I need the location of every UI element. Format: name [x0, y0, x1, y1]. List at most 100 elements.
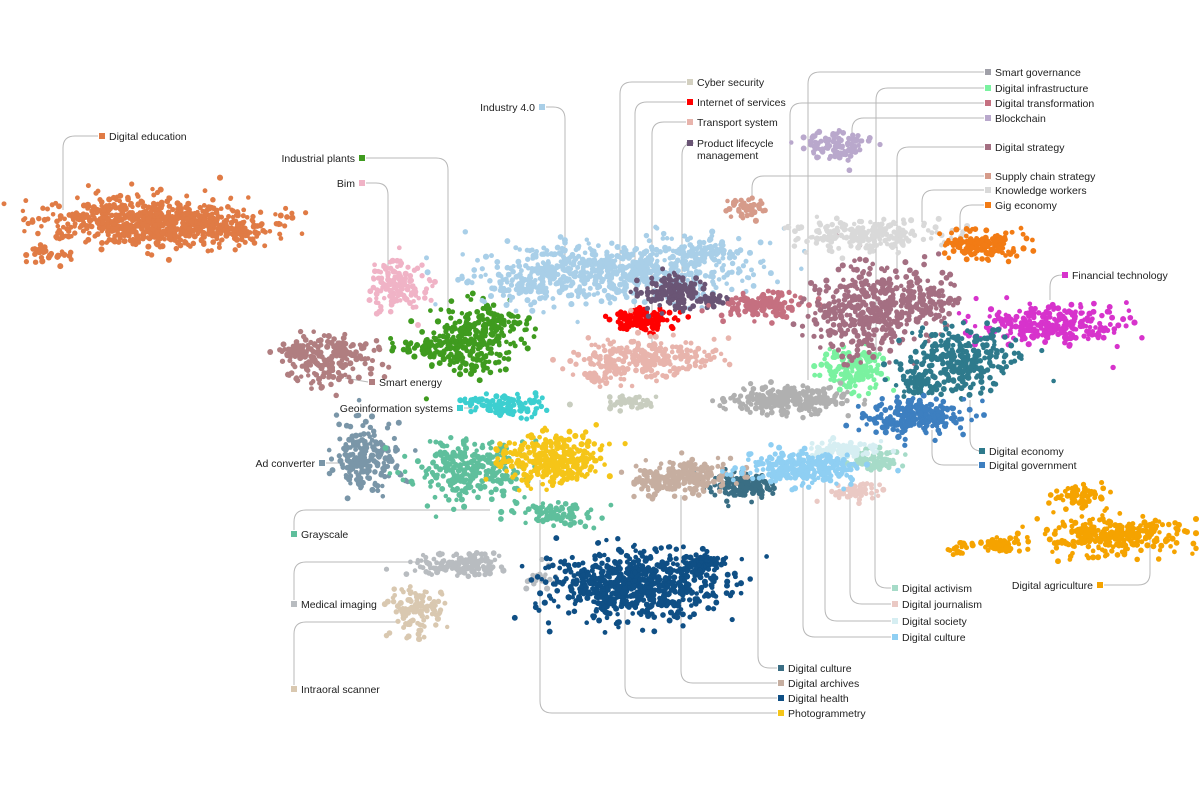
data-point	[448, 351, 454, 358]
data-point	[373, 337, 380, 344]
data-point	[937, 231, 943, 237]
data-point	[292, 352, 299, 359]
data-point	[173, 245, 180, 252]
data-point	[963, 256, 970, 263]
point-clouds	[1, 127, 1200, 643]
data-point	[223, 230, 229, 236]
data-point	[166, 203, 173, 209]
data-point	[911, 289, 917, 295]
data-point	[769, 320, 775, 326]
data-point	[445, 332, 451, 338]
data-point	[620, 325, 627, 332]
data-point	[653, 261, 659, 267]
leader-line-digital-education	[62, 135, 98, 210]
data-point	[506, 395, 511, 401]
data-point	[22, 228, 27, 234]
data-point	[23, 259, 29, 265]
data-point	[744, 275, 750, 280]
data-point	[372, 262, 377, 268]
data-point	[721, 251, 727, 257]
leader-line-knowledge-workers	[921, 189, 984, 222]
data-point	[410, 304, 416, 310]
data-point	[127, 202, 133, 208]
data-point	[216, 225, 222, 231]
data-point	[342, 452, 348, 457]
data-point	[699, 308, 705, 314]
data-point	[400, 346, 407, 353]
data-point	[99, 203, 104, 209]
data-point	[487, 278, 493, 284]
data-point	[953, 226, 960, 233]
data-point	[216, 174, 224, 181]
data-point	[471, 488, 477, 494]
data-point	[653, 281, 659, 287]
data-point	[432, 350, 438, 356]
data-point	[831, 228, 838, 235]
data-point	[716, 296, 722, 302]
data-point	[445, 342, 451, 348]
data-point	[577, 273, 582, 279]
data-point	[508, 312, 515, 319]
data-point	[561, 256, 568, 262]
data-point	[635, 340, 641, 346]
data-point	[62, 216, 67, 222]
data-point	[586, 292, 592, 297]
data-point	[581, 258, 588, 265]
data-point	[408, 478, 415, 485]
data-point	[793, 237, 799, 243]
data-point	[816, 230, 822, 236]
data-point	[155, 218, 161, 223]
data-point	[634, 307, 640, 313]
data-point	[1115, 322, 1122, 329]
data-point	[448, 315, 454, 321]
data-point	[660, 230, 667, 237]
data-point	[829, 221, 835, 228]
data-point	[531, 299, 538, 306]
data-point	[544, 248, 550, 254]
data-point	[683, 366, 689, 372]
data-point	[780, 308, 787, 315]
data-point	[884, 265, 890, 271]
data-point	[121, 238, 128, 245]
data-point	[21, 217, 27, 223]
data-point	[1139, 335, 1145, 341]
data-point	[243, 233, 248, 239]
data-point	[943, 240, 951, 247]
data-point	[894, 274, 900, 280]
data-point	[828, 377, 833, 382]
data-point	[462, 399, 468, 404]
data-point	[40, 247, 48, 255]
data-point	[407, 349, 413, 355]
data-point	[872, 227, 879, 234]
data-point	[214, 221, 220, 227]
data-point	[1087, 324, 1093, 330]
data-point	[457, 397, 464, 404]
data-point	[429, 342, 435, 347]
data-point	[504, 339, 509, 345]
data-point	[347, 351, 354, 358]
data-point	[493, 360, 499, 366]
data-point	[819, 149, 826, 155]
data-point	[660, 266, 666, 272]
data-point	[878, 310, 884, 316]
leader-line-smart-governance	[807, 71, 984, 380]
data-point	[369, 486, 376, 493]
data-point	[437, 333, 443, 339]
data-point	[657, 302, 663, 308]
data-point	[387, 259, 393, 265]
data-point	[494, 351, 499, 357]
data-point	[661, 275, 668, 282]
data-point	[713, 285, 719, 291]
data-point	[865, 322, 872, 328]
data-point	[385, 274, 391, 279]
data-point	[839, 353, 846, 360]
data-point	[483, 469, 488, 474]
data-point	[1091, 300, 1097, 307]
data-point	[879, 337, 886, 343]
data-point	[911, 295, 917, 301]
data-point	[807, 279, 815, 287]
data-point	[526, 315, 532, 321]
data-point	[851, 355, 857, 360]
data-point	[603, 354, 611, 361]
data-point	[201, 216, 207, 223]
